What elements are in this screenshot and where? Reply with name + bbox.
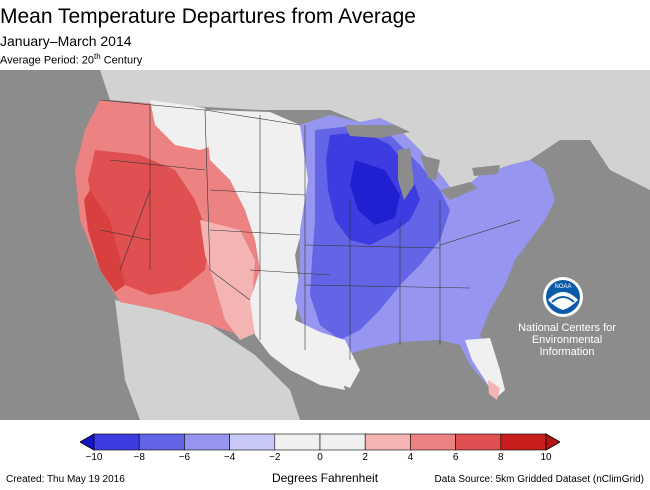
- florida: [465, 338, 505, 398]
- legend-axis-label: Degrees Fahrenheit: [271, 471, 379, 485]
- legend-swatch: [93, 433, 140, 451]
- legend-tick-label: −2: [269, 452, 281, 463]
- legend-tick-label: 8: [498, 452, 504, 463]
- ncei-label: National Centers for Environmental Infor…: [518, 322, 616, 358]
- northwest-light: [150, 100, 215, 150]
- legend-tick-label: −8: [133, 452, 145, 463]
- canada-land: [100, 70, 650, 195]
- warm-fringe: [200, 220, 258, 340]
- legend-swatch: [319, 433, 366, 451]
- legend-tick-label: 2: [362, 452, 368, 463]
- florida-tip: [488, 380, 500, 400]
- average-period: Average Period: 20th Century: [0, 52, 143, 67]
- mexico-land: [115, 300, 300, 420]
- legend-tick-label: −4: [223, 452, 236, 463]
- map-title: Mean Temperature Departures from Average: [0, 5, 416, 28]
- legend-swatch: [455, 433, 502, 451]
- california-hot: [84, 190, 125, 292]
- legend-arrow-high: [545, 433, 560, 451]
- legend-tick-label: 0: [317, 452, 323, 463]
- noaa-logo-text: NOAA: [554, 284, 571, 290]
- legend-tick-label: −10: [85, 452, 103, 463]
- legend-colorbar: [80, 433, 560, 451]
- state-borders: [99, 99, 521, 360]
- legend-swatch: [274, 433, 321, 451]
- legend-tick-label: 10: [540, 452, 552, 463]
- legend-swatch: [138, 433, 185, 451]
- noaa-logo: NOAA: [543, 277, 583, 317]
- legend-tick-label: 6: [452, 452, 459, 463]
- legend-swatch: [410, 433, 456, 451]
- data-source: Data Source: 5km Gridded Dataset (nClimG…: [434, 474, 644, 485]
- legend-arrow-low: [80, 433, 95, 451]
- temperature-map: [0, 70, 650, 420]
- legend-tick-label: −6: [178, 452, 191, 463]
- legend-swatch: [364, 433, 411, 451]
- legend-swatch: [500, 433, 547, 451]
- map-subtitle: January–March 2014: [0, 33, 132, 49]
- legend-swatch: [184, 433, 230, 451]
- legend-tick-label: 4: [407, 452, 414, 463]
- legend-swatch: [229, 433, 276, 451]
- great-lakes: [345, 125, 500, 200]
- created-date: Created: Thu May 19 2016: [6, 474, 125, 485]
- gulf-coast-light: [290, 320, 360, 388]
- midwest-cool-deep: [350, 160, 400, 225]
- baja-land: [118, 302, 158, 400]
